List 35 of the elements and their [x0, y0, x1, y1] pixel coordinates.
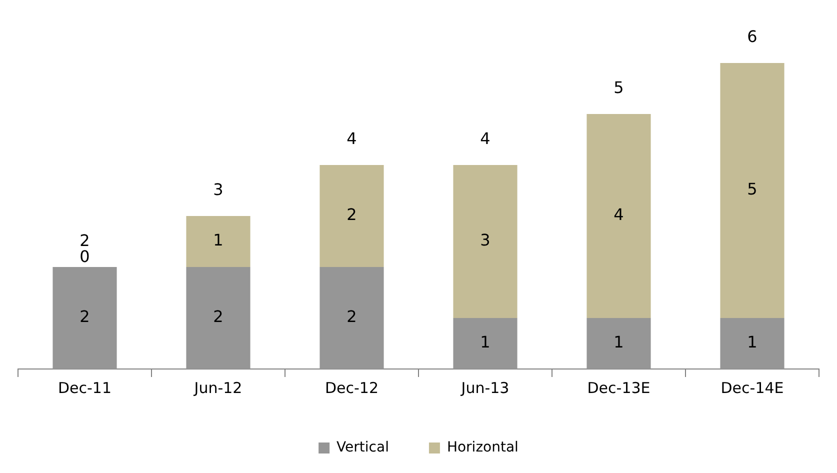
total-label: 5: [614, 78, 624, 98]
data-label: 2: [346, 205, 357, 224]
data-label: 2: [213, 307, 224, 326]
bar: [320, 267, 384, 369]
total-label: 4: [480, 129, 490, 148]
total-label: 4: [346, 129, 357, 148]
data-label: 1: [213, 230, 224, 250]
bar: [186, 267, 250, 369]
bar: [186, 216, 250, 267]
bar: [586, 114, 651, 318]
data-label: 5: [747, 180, 758, 199]
bar: [320, 165, 384, 267]
x-tick-label: Dec-14E: [720, 378, 784, 397]
data-label: 1: [747, 332, 758, 352]
bar: [52, 267, 117, 369]
legend-label: Horizontal: [446, 440, 518, 456]
x-tick-label: Dec-12: [324, 378, 379, 397]
data-label: 1: [614, 332, 624, 352]
bar: [453, 318, 518, 369]
total-label: 6: [747, 27, 758, 46]
x-tick-label: Jun-12: [193, 378, 242, 397]
data-label: 4: [614, 205, 624, 224]
data-label: 1: [480, 332, 490, 352]
data-label: 3: [480, 230, 490, 250]
x-tick-label: Dec-13E: [587, 378, 650, 397]
bar: [720, 318, 784, 369]
bar: [586, 318, 651, 369]
legend-label: Vertical: [336, 440, 389, 456]
data-label: 2: [346, 307, 357, 326]
data-label: 2: [80, 307, 90, 326]
bar: [720, 63, 784, 318]
x-tick-label: Jun-13: [460, 378, 510, 397]
bar: [453, 165, 518, 318]
total-label: 3: [213, 180, 224, 200]
x-tick-label: Dec-11: [58, 378, 112, 397]
